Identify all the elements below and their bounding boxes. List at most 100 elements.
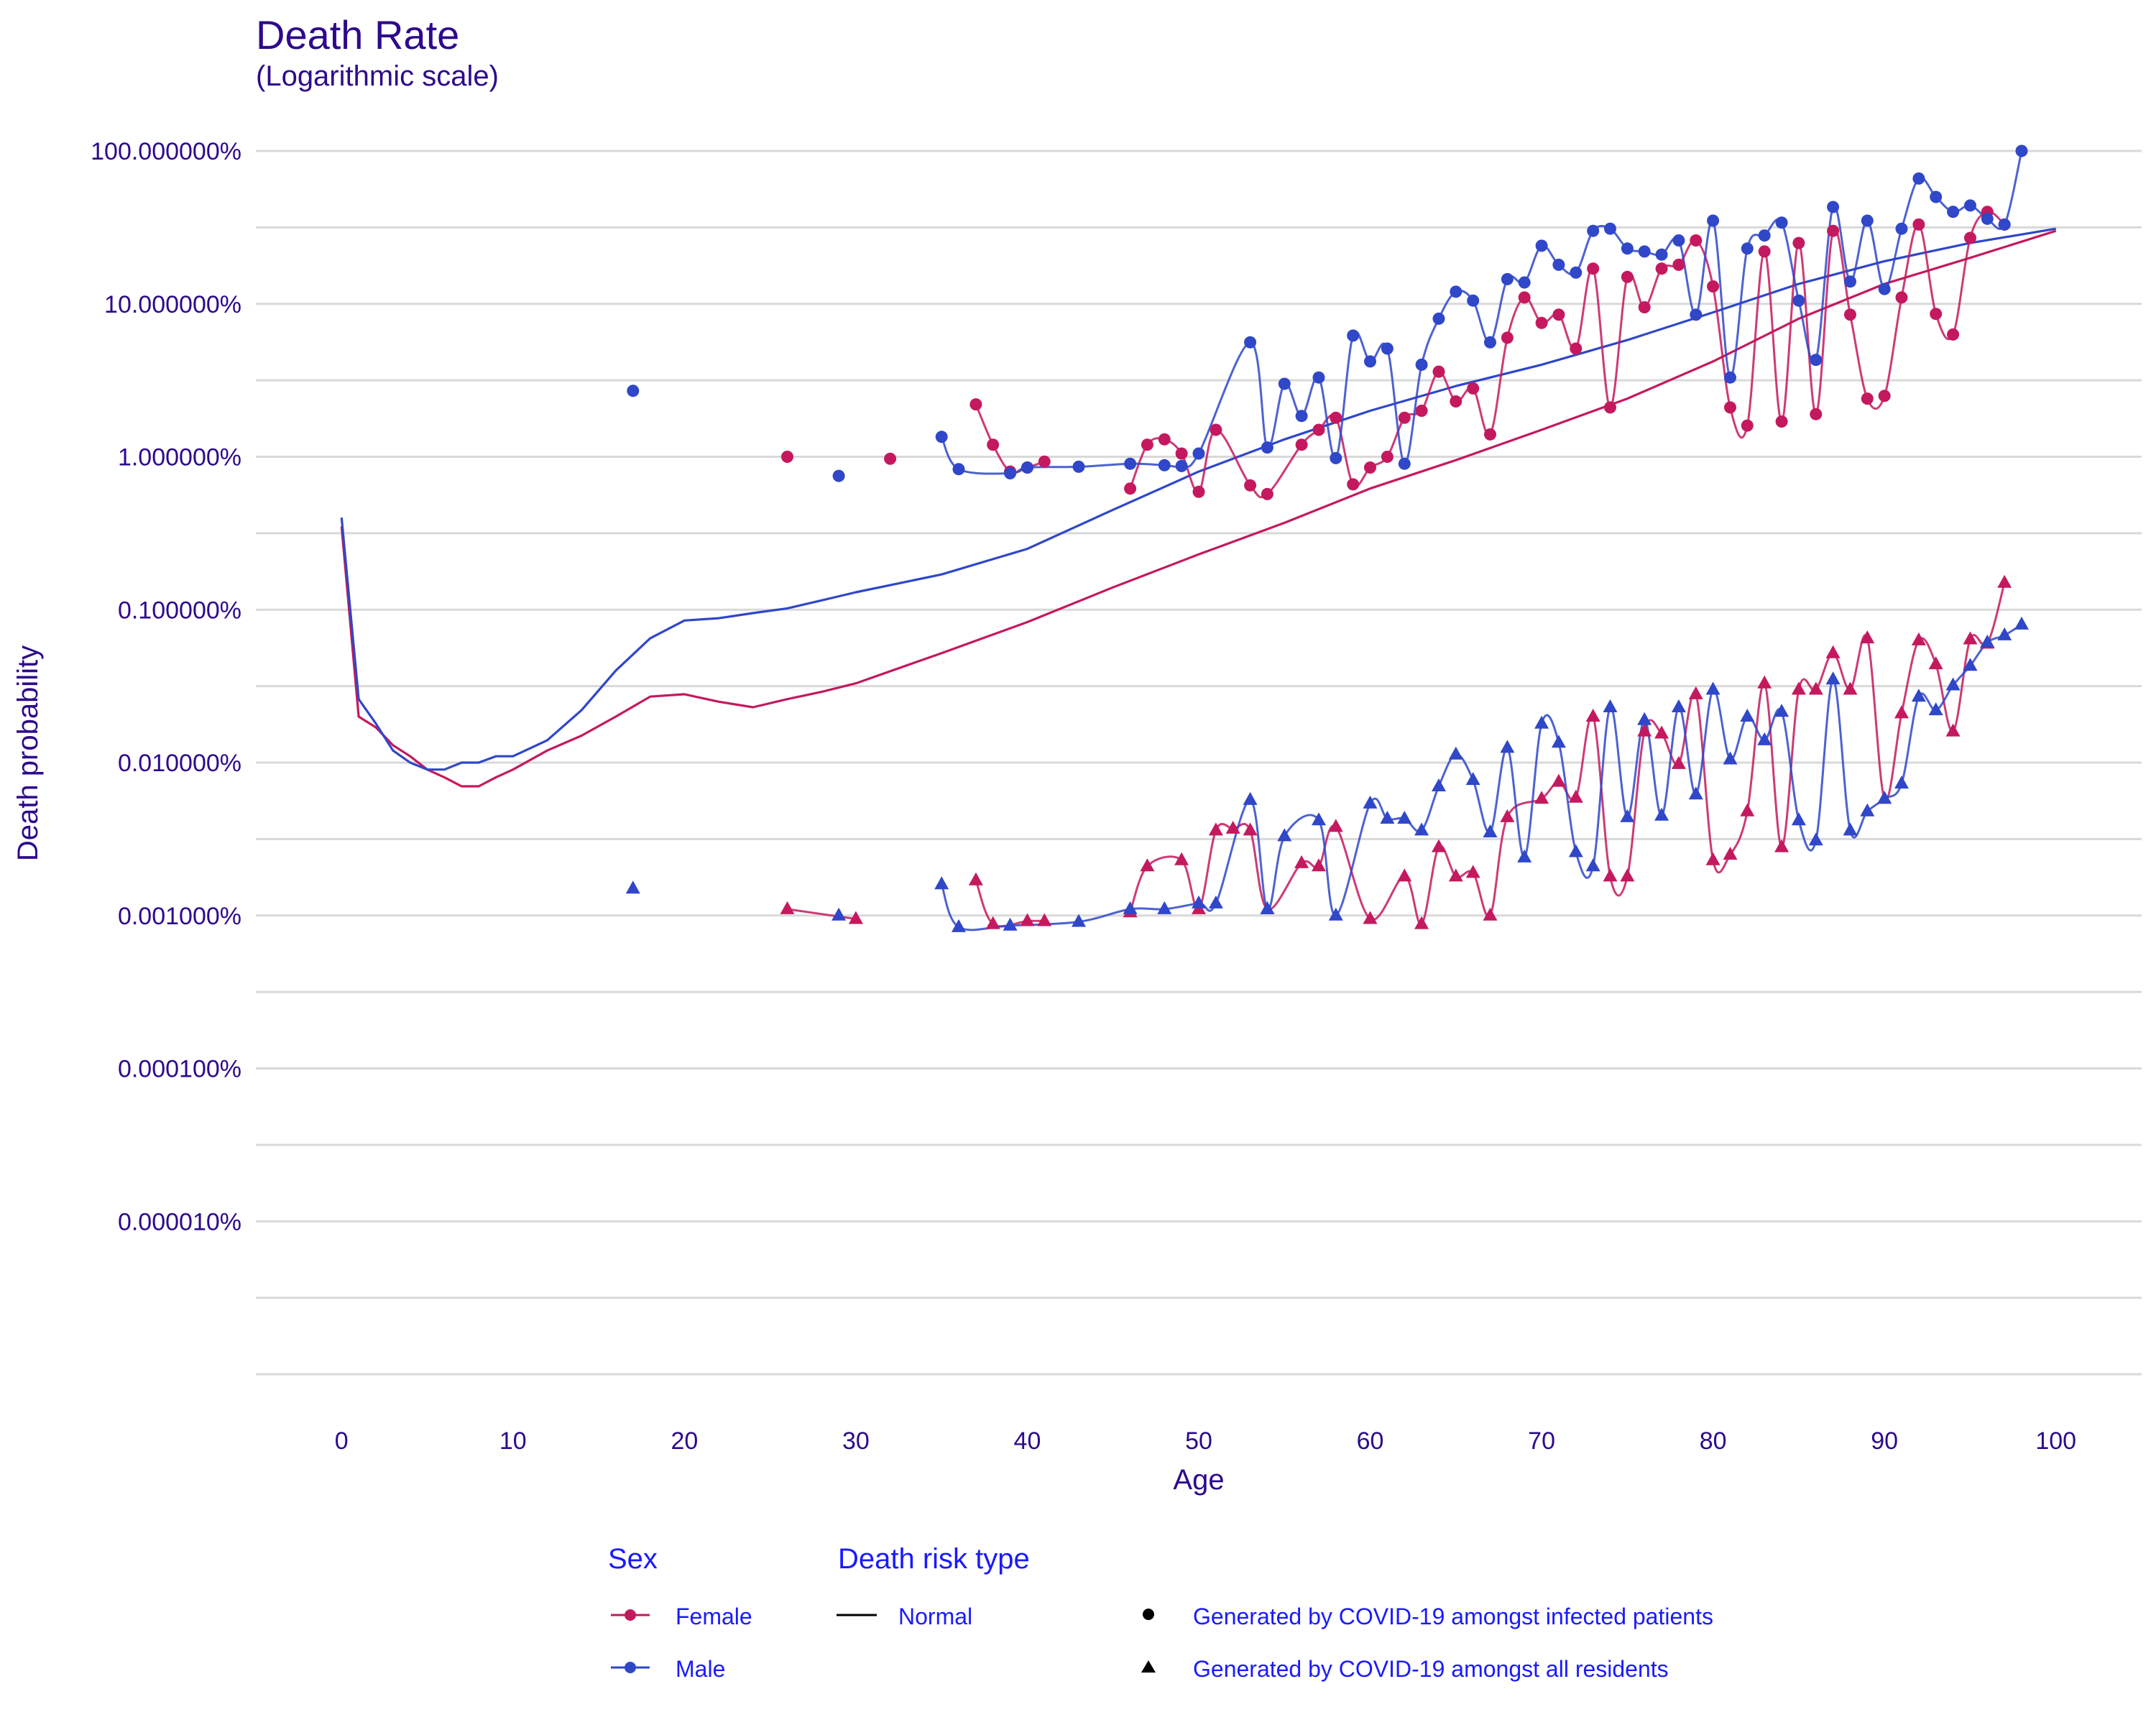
data-point-male-infected <box>1381 342 1393 355</box>
data-point-female-infected <box>1124 482 1137 495</box>
data-point-male-residents <box>1363 795 1378 809</box>
data-point-male-residents <box>1757 732 1772 745</box>
data-point-male-infected <box>1844 275 1856 288</box>
data-point-male-infected <box>627 385 640 397</box>
legend-key-infected <box>1143 1609 1154 1620</box>
y-tick-label: 10.000000% <box>104 291 241 318</box>
data-point-female-infected <box>1741 419 1754 432</box>
data-point-female-infected <box>1672 258 1685 271</box>
chart-subtitle: (Logarithmic scale) <box>256 60 499 92</box>
data-point-male-residents <box>1500 740 1515 753</box>
legend-label-female: Female <box>676 1604 752 1629</box>
x-tick-label: 80 <box>1700 1427 1727 1455</box>
data-point-male-residents <box>1260 901 1275 914</box>
data-point-male-infected <box>1535 239 1548 252</box>
data-point-female-infected <box>1895 291 1908 304</box>
data-point-male-residents <box>1312 812 1326 826</box>
data-point-female-residents <box>1534 791 1549 804</box>
data-point-female-infected <box>1604 401 1616 414</box>
data-point-female-residents <box>1997 574 2012 588</box>
data-point-male-residents <box>1945 677 1961 691</box>
legend-label-infected: Generated by COVID-19 amongst infected p… <box>1193 1604 1713 1629</box>
data-point-male-infected <box>1072 460 1085 473</box>
data-point-male-infected <box>1604 222 1616 235</box>
series-trace-female <box>1129 210 2006 499</box>
data-point-male-infected <box>1724 371 1736 384</box>
data-point-male-residents <box>1243 791 1258 805</box>
data-point-female-infected <box>1364 461 1376 474</box>
data-point-female-infected <box>1930 308 1943 321</box>
data-point-female-infected <box>1621 270 1634 283</box>
data-point-male-residents <box>1637 712 1652 725</box>
data-point-female-infected <box>1810 408 1823 420</box>
data-point-female-infected <box>1947 328 1960 341</box>
data-point-female-infected <box>1192 485 1205 498</box>
data-point-female-infected <box>1758 245 1771 258</box>
series-trace-male <box>940 623 2022 932</box>
data-point-female-infected <box>1450 395 1462 408</box>
data-point-female-infected <box>1827 224 1840 237</box>
data-point-female-infected <box>1261 487 1273 500</box>
legend-key-female <box>611 1609 650 1621</box>
y-tick-label: 0.100000% <box>118 597 241 624</box>
data-point-female-residents <box>1637 723 1652 737</box>
legend-label-male: Male <box>676 1656 725 1682</box>
data-point-male-infected <box>1878 282 1891 295</box>
data-point-female-infected <box>1330 411 1342 424</box>
data-point-female-residents <box>1723 847 1738 860</box>
data-point-male-residents <box>1208 895 1223 908</box>
data-point-male-residents <box>1551 735 1566 748</box>
data-point-male-infected <box>1484 336 1496 349</box>
data-point-male-infected <box>1347 329 1360 342</box>
legend-key-residents <box>1141 1660 1156 1673</box>
data-point-female-infected <box>1484 428 1496 441</box>
data-point-female-infected <box>1158 433 1171 446</box>
data-point-male-residents <box>1432 778 1446 791</box>
data-point-male-residents <box>1911 689 1926 702</box>
data-point-female-residents <box>1688 686 1703 699</box>
data-point-male-residents <box>1448 746 1463 760</box>
data-point-female-infected <box>1295 438 1308 451</box>
data-point-male-infected <box>1672 234 1685 247</box>
data-point-male-residents <box>1997 627 2012 640</box>
data-point-male-residents <box>1603 699 1618 712</box>
data-point-male-residents <box>1894 776 1909 789</box>
data-point-male-infected <box>1587 224 1600 237</box>
data-point-male-infected <box>2015 144 2028 157</box>
data-point-female-residents <box>1037 913 1052 926</box>
data-point-female-infected <box>1432 365 1445 378</box>
series-line-female-normal <box>340 229 2057 788</box>
data-point-male-residents <box>1928 702 1943 716</box>
data-point-female-residents <box>1465 865 1480 878</box>
data-point-male-residents <box>1123 901 1138 914</box>
legend: Sex Death risk type Female Male Normal G… <box>608 1543 1713 1682</box>
data-point-male-residents <box>1843 822 1858 836</box>
data-point-female-infected <box>781 451 793 463</box>
data-point-male-infected <box>1895 222 1908 235</box>
data-point-male-infected <box>1964 199 1976 212</box>
data-point-female-residents <box>1654 725 1669 739</box>
data-point-male-infected <box>952 463 965 476</box>
data-point-male-infected <box>1330 451 1342 464</box>
x-tick-label: 70 <box>1528 1427 1555 1455</box>
data-point-male-infected <box>1364 355 1376 368</box>
data-point-female-residents <box>968 872 983 886</box>
data-point-male-infected <box>1175 459 1188 472</box>
data-point-male-residents <box>1654 807 1669 821</box>
data-point-female-infected <box>1552 308 1565 321</box>
data-point-male-residents <box>831 907 847 921</box>
data-point-female-infected <box>1861 392 1874 405</box>
data-point-male-residents <box>1277 828 1292 842</box>
data-point-male-residents <box>1740 709 1755 722</box>
data-point-male-infected <box>935 431 948 443</box>
data-point-male-infected <box>1707 214 1720 227</box>
data-point-male-infected <box>1192 447 1205 460</box>
data-point-female-infected <box>987 438 1000 451</box>
data-point-male-infected <box>1415 358 1428 371</box>
legend-key-male <box>611 1662 650 1673</box>
data-point-female-residents <box>780 901 795 914</box>
series-line-male-normal <box>340 227 2056 771</box>
data-point-female-residents <box>1551 773 1566 787</box>
data-point-female-residents <box>1860 630 1875 644</box>
data-point-male-residents <box>1157 901 1172 914</box>
